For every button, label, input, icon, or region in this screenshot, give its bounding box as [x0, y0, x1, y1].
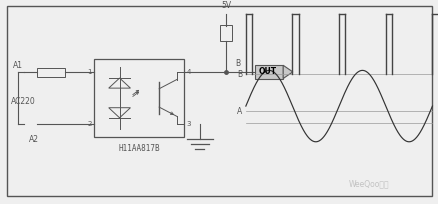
Text: 3: 3 — [186, 121, 191, 128]
Text: A1: A1 — [13, 61, 23, 70]
Bar — [94, 59, 184, 137]
Polygon shape — [283, 65, 292, 79]
Text: OUT: OUT — [258, 67, 276, 76]
Text: A2: A2 — [28, 135, 39, 144]
Bar — [220, 26, 231, 41]
Text: WeeQoo维库: WeeQoo维库 — [348, 179, 388, 188]
Text: AC220: AC220 — [11, 98, 35, 106]
Bar — [37, 68, 65, 76]
Text: B: B — [234, 59, 240, 68]
Text: 1: 1 — [88, 69, 92, 75]
Text: 2: 2 — [88, 121, 92, 128]
Text: 5V: 5V — [220, 1, 231, 10]
Bar — [254, 65, 283, 79]
Text: H11AA817B: H11AA817B — [118, 144, 160, 153]
Text: A: A — [237, 107, 242, 116]
Text: B: B — [237, 70, 242, 79]
Text: 4: 4 — [186, 69, 191, 75]
